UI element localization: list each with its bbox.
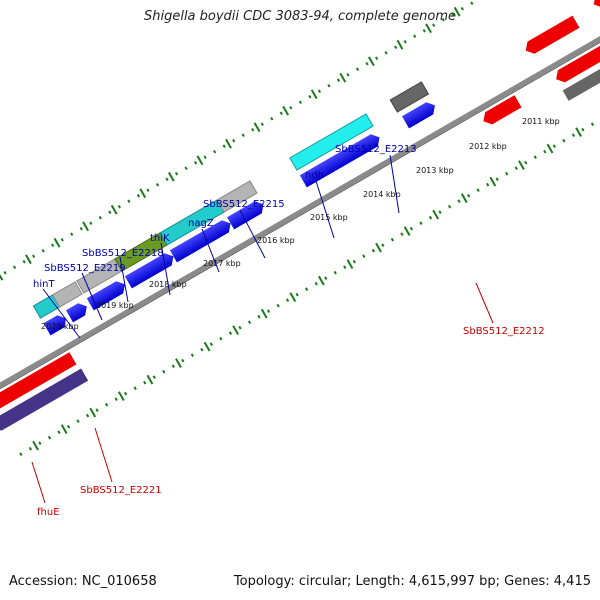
genome-backbone-shadow (0, 26, 600, 408)
scale-tick (232, 325, 240, 335)
scale-tick (32, 440, 39, 451)
scale-tick (339, 72, 347, 83)
gene-label-sbbs512-e2213[interactable]: SbBS512_E2213 (335, 144, 417, 155)
scale-label: 2011 kbp (522, 117, 560, 126)
cds-arrow-forward (402, 102, 435, 129)
scale-tick (575, 127, 582, 137)
scale-tick (289, 292, 297, 302)
gene-label-nagz[interactable]: nagZ (188, 218, 214, 229)
scale-tick (53, 237, 61, 248)
scale-tick (425, 23, 432, 34)
scale-tick (546, 143, 554, 154)
cds-arrow-reverse (0, 368, 89, 431)
scale-labels: 2011 kbp 2012 kbp 2013 kbp 2014 kbp 2015… (41, 117, 560, 331)
scale-tick (432, 209, 440, 220)
feature-darkgray (562, 62, 600, 101)
scale-major-ticks-lower (32, 127, 582, 451)
feature-silver (51, 281, 83, 308)
scale-tick (346, 259, 354, 269)
scale-label: 2012 kbp (469, 142, 507, 151)
gene-label-hint[interactable]: hinT (33, 279, 55, 290)
scale-tick (146, 374, 154, 385)
cds-arrow-forward (86, 281, 125, 311)
map-title: Shigella boydii CDC 3083-94, complete ge… (143, 9, 457, 24)
scale-tick (175, 358, 182, 368)
scale-tick (260, 308, 268, 319)
gene-label-sbbs512-e2218[interactable]: SbBS512_E2218 (82, 248, 164, 259)
gene-label-sbbs512-e2215[interactable]: SbBS512_E2215 (203, 199, 285, 210)
gene-labels-top (42, 154, 400, 339)
feature-darkgray (389, 81, 430, 113)
scale-tick (453, 6, 461, 17)
scale-tick (489, 176, 497, 187)
scale-label: 2019 kbp (96, 301, 134, 310)
cds-arrow-reverse (525, 15, 580, 54)
scale-label: 2017 kbp (203, 259, 241, 268)
cds-arrow-forward (43, 315, 67, 336)
scale-tick (82, 221, 89, 232)
cds-arrow-reverse (0, 356, 70, 414)
scale-tick (518, 160, 525, 170)
accession-text: Accession: NC_010658 (9, 574, 157, 589)
feature-silver (216, 180, 258, 213)
scale-tick (110, 204, 118, 215)
scale-tick (25, 254, 32, 265)
gene-labels-bottom (31, 282, 494, 504)
scale-label: 2015 kbp (310, 213, 348, 222)
scale-tick (375, 242, 382, 253)
gene-label-ndh[interactable]: ndh (305, 170, 324, 181)
scale-tick (89, 407, 97, 418)
scale-label: 2016 kbp (257, 236, 295, 245)
cds-arrow-reverse (556, 39, 600, 83)
scale-label: 2013 kbp (416, 166, 454, 175)
cds-arrow-forward (169, 220, 231, 263)
gene-label-thik[interactable]: thiK (150, 233, 170, 244)
scale-tick (460, 193, 468, 203)
scale-tick (0, 270, 4, 281)
cds-arrow-forward (299, 134, 380, 188)
scale-tick (167, 171, 175, 182)
genome-summary: Topology: circular; Length: 4,615,997 bp… (233, 574, 591, 589)
scale-tick (117, 391, 125, 401)
scale-tick (60, 424, 68, 434)
scale-major-ticks-upper (0, 0, 490, 281)
gene-label-sbbs512-e2221[interactable]: SbBS512_E2221 (80, 485, 162, 496)
scale-tick (318, 275, 325, 286)
scale-label: 2014 kbp (363, 190, 401, 199)
cds-arrow-forward (227, 201, 264, 230)
scale-tick (203, 341, 211, 352)
cds-arrow-reverse (593, 0, 600, 8)
scale-tick (403, 226, 411, 236)
scale-label: 2020 kbp (41, 322, 79, 331)
scale-tick (253, 122, 261, 133)
scale-tick (282, 105, 290, 116)
scale-tick (225, 138, 232, 149)
scale-tick (368, 56, 375, 67)
scale-tick (139, 188, 147, 199)
gene-label-sbbs512-e2219[interactable]: SbBS512_E2219 (44, 263, 126, 274)
cds-arrow-forward (65, 303, 87, 323)
scale-tick (196, 155, 204, 166)
scale-tick (310, 89, 318, 100)
feature-cyan-large (289, 113, 374, 171)
cds-arrow-reverse (483, 95, 522, 125)
cds-arrow-forward (124, 253, 174, 289)
gene-label-sbbs512-e2212[interactable]: SbBS512_E2212 (463, 326, 545, 337)
gene-label-fhue[interactable]: fhuE (37, 507, 60, 518)
scale-tick (396, 39, 404, 50)
genome-backbone (0, 21, 600, 407)
